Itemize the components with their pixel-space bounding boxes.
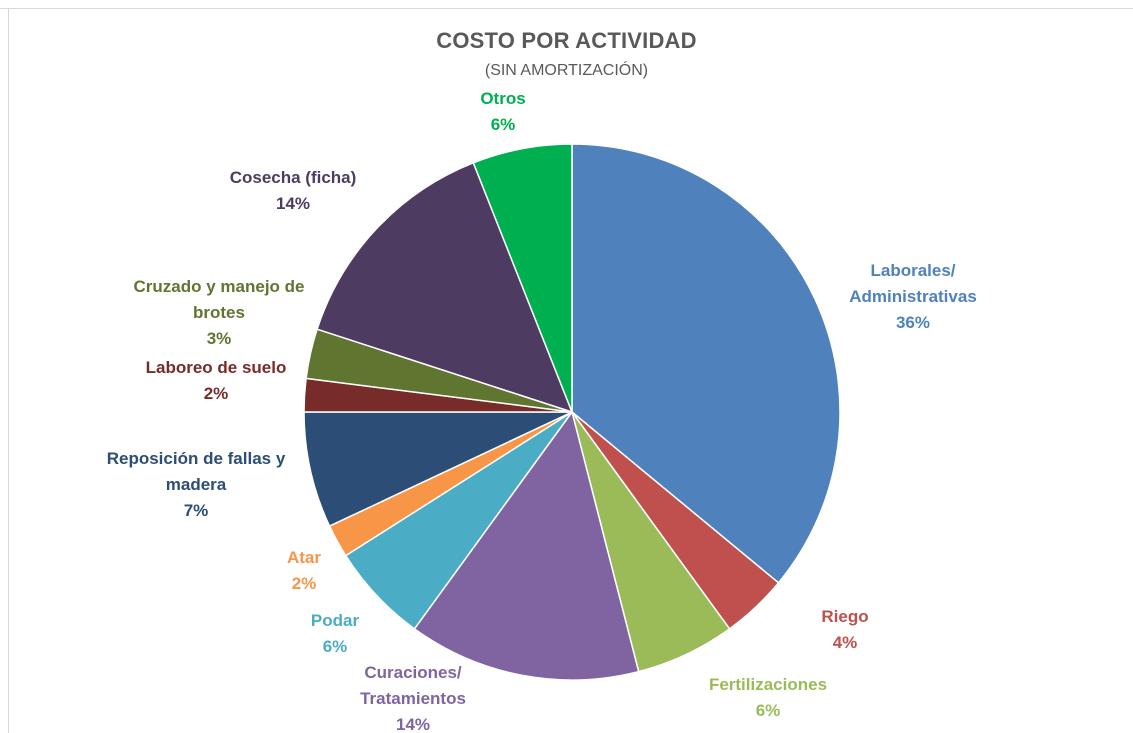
data-label-laboreo-de-suelo: Laboreo de suelo 2% [146, 355, 287, 407]
data-label-name-line: Tratamientos [360, 689, 466, 708]
pie-slice-reposicion-de-fallas-y-madera [303, 411, 573, 528]
data-label-percent: 6% [322, 637, 348, 656]
data-label-percent: 4% [832, 633, 858, 652]
frame-left-border [8, 8, 9, 733]
data-label-riego: Riego 4% [821, 604, 868, 656]
data-label-cruzado-y-manejo-de-brotes: Cruzado y manejo de brotes 3% [134, 274, 305, 352]
data-label-name-line: Curaciones/ [364, 663, 462, 682]
data-label-name-line: Riego [821, 607, 869, 626]
chart-subtitle: (SIN AMORTIZACIÓN) [484, 62, 649, 79]
data-label-otros: Otros 6% [480, 86, 525, 138]
data-label-name-line: Podar [310, 611, 360, 630]
data-label-name-line: Cruzado y manejo de [133, 277, 305, 296]
data-label-podar: Podar 6% [311, 608, 359, 660]
frame-top-border [0, 8, 1133, 9]
data-label-laborales-administrativas: Laborales/Administrativas 36% [849, 258, 977, 336]
pie-slice-laborales-administrativas [571, 143, 841, 584]
data-label-percent: 3% [206, 329, 232, 348]
data-label-percent: 14% [275, 194, 311, 213]
data-label-name-line: Atar [286, 548, 322, 567]
data-label-percent: 14% [395, 715, 431, 733]
data-label-percent: 6% [490, 115, 516, 134]
data-label-name-line: Otros [480, 89, 526, 108]
data-label-percent: 7% [183, 501, 209, 520]
data-label-percent: 6% [755, 701, 781, 720]
data-label-name-line: brotes [193, 303, 245, 322]
data-label-curaciones-tratamientos: Curaciones/Tratamientos 14% [360, 660, 466, 733]
pie-slice-cosecha-ficha [316, 161, 574, 414]
data-label-percent: 36% [895, 313, 931, 332]
data-label-cosecha-ficha: Cosecha (ficha) 14% [230, 165, 357, 217]
data-label-name-line: Cosecha (ficha) [229, 168, 357, 187]
data-label-reposicion-de-fallas-y-madera: Reposición de fallas y madera 7% [107, 446, 286, 524]
data-label-name-line: Reposición de fallas y [106, 449, 286, 468]
pie-slice-otros [472, 143, 573, 413]
data-label-fertilizaciones: Fertilizaciones 6% [709, 672, 827, 724]
data-label-name-line: Fertilizaciones [708, 675, 828, 694]
pie-slice-curaciones-tratamientos [413, 410, 640, 681]
chart-title: COSTO POR ACTIVIDAD [436, 28, 697, 53]
data-label-atar: Atar 2% [287, 545, 321, 597]
data-label-percent: 2% [203, 384, 229, 403]
data-label-name-line: Laboreo de suelo [145, 358, 287, 377]
data-label-percent: 2% [291, 574, 317, 593]
data-label-name-line: Administrativas [849, 287, 977, 306]
data-label-name-line: madera [165, 475, 227, 494]
data-label-name-line: Laborales/ [870, 261, 956, 280]
